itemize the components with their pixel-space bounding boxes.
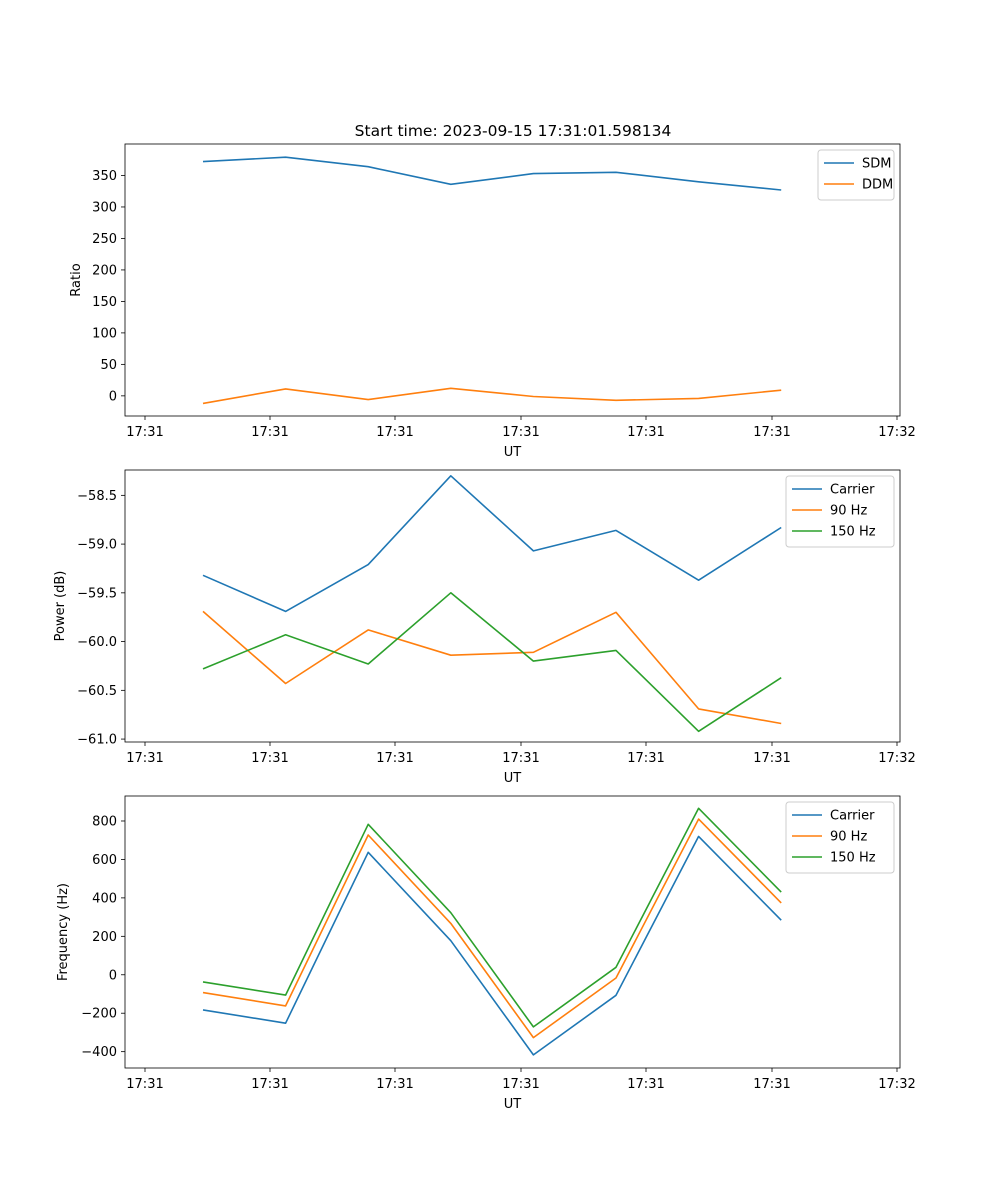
- x-tick-label: 17:31: [502, 1077, 539, 1092]
- x-tick-label: 17:31: [627, 425, 664, 440]
- legend-label: 90 Hz: [830, 830, 867, 845]
- legend-box: [785, 475, 895, 548]
- y-tick-label: −400: [81, 1045, 117, 1060]
- x-tick-label: 17:31: [126, 1077, 163, 1092]
- legend-label: SDM: [862, 157, 891, 172]
- x-tick-label: 17:31: [126, 751, 163, 766]
- legend-box: [785, 801, 895, 874]
- legend-label: 90 Hz: [830, 504, 867, 519]
- plot-area-frame: [124, 143, 901, 417]
- x-tick-label: 17:31: [126, 425, 163, 440]
- y-tick-label: −60.0: [77, 635, 117, 650]
- x-axis-label: UT: [504, 1097, 522, 1112]
- plot-area-frame: [124, 795, 901, 1069]
- figure-title: Start time: 2023-09-15 17:31:01.598134: [355, 122, 672, 140]
- legend-label: 150 Hz: [830, 525, 876, 540]
- series-line-90-hz: [202, 818, 782, 1039]
- legend: Carrier 90 Hz 150 Hz: [785, 475, 895, 548]
- y-tick-label: 200: [92, 930, 117, 945]
- series-line-150-hz: [202, 591, 782, 733]
- x-tick-label: 17:31: [251, 1077, 288, 1092]
- y-tick-label: −61.0: [77, 733, 117, 748]
- y-axis-label: Ratio: [69, 263, 84, 296]
- series-line-carrier: [202, 835, 782, 1056]
- y-tick-label: 100: [92, 326, 117, 341]
- x-tick-label: 17:31: [627, 1077, 664, 1092]
- x-tick-label: 17:32: [878, 751, 915, 766]
- panels: 17:31 17:31 17:31 17:31 17:31 17:31 17:32 0 50 10…: [53, 143, 916, 1112]
- y-tick-label: −200: [81, 1007, 117, 1022]
- x-tick-label: 17:31: [502, 425, 539, 440]
- chart-panel-2: 17:31 17:31 17:31 17:31 17:31 17:31 17:32 −61.0…: [53, 469, 916, 786]
- legend-label: DDM: [862, 178, 893, 193]
- x-tick-label: 17:31: [376, 1077, 413, 1092]
- y-tick-label: 50: [100, 358, 117, 373]
- y-tick-label: −59.0: [77, 538, 117, 553]
- series-line-ddm: [202, 387, 782, 405]
- x-tick-label: 17:31: [502, 751, 539, 766]
- legend-label: 150 Hz: [830, 851, 876, 866]
- y-tick-label: 350: [92, 169, 117, 184]
- x-tick-label: 17:32: [878, 425, 915, 440]
- series-line-sdm: [202, 156, 782, 191]
- y-tick-label: 150: [92, 295, 117, 310]
- x-tick-label: 17:31: [251, 425, 288, 440]
- y-tick-label: −58.5: [77, 489, 117, 504]
- y-tick-label: 800: [92, 814, 117, 829]
- legend-label: Carrier: [830, 483, 875, 498]
- y-axis-label: Frequency (Hz): [56, 883, 71, 981]
- chart-panel-1: 17:31 17:31 17:31 17:31 17:31 17:31 17:32 0 50 10…: [69, 143, 916, 460]
- legend: Carrier 90 Hz 150 Hz: [785, 801, 895, 874]
- series-line-90-hz: [202, 610, 782, 725]
- x-tick-label: 17:31: [627, 751, 664, 766]
- series-line-150-hz: [202, 807, 782, 1028]
- x-tick-label: 17:32: [878, 1077, 915, 1092]
- x-tick-label: 17:31: [251, 751, 288, 766]
- plot-area-frame: [124, 469, 901, 743]
- legend-label: Carrier: [830, 809, 875, 824]
- x-axis-label: UT: [504, 771, 522, 786]
- y-tick-label: −60.5: [77, 684, 117, 699]
- x-tick-label: 17:31: [376, 751, 413, 766]
- x-tick-label: 17:31: [376, 425, 413, 440]
- y-tick-label: 250: [92, 232, 117, 247]
- y-tick-label: 200: [92, 263, 117, 278]
- x-tick-label: 17:31: [753, 425, 790, 440]
- y-tick-label: 400: [92, 891, 117, 906]
- y-tick-label: 300: [92, 200, 117, 215]
- y-tick-label: 0: [109, 968, 117, 983]
- series-line-carrier: [202, 474, 782, 613]
- chart-panel-3: 17:31 17:31 17:31 17:31 17:31 17:31 17:32 −400 −…: [56, 795, 916, 1112]
- x-axis-label: UT: [504, 445, 522, 460]
- y-tick-label: −59.5: [77, 586, 117, 601]
- x-tick-label: 17:31: [753, 751, 790, 766]
- x-tick-label: 17:31: [753, 1077, 790, 1092]
- y-tick-label: 0: [109, 389, 117, 404]
- y-tick-label: 600: [92, 853, 117, 868]
- legend: SDM DDM: [817, 149, 895, 201]
- y-axis-label: Power (dB): [53, 571, 68, 642]
